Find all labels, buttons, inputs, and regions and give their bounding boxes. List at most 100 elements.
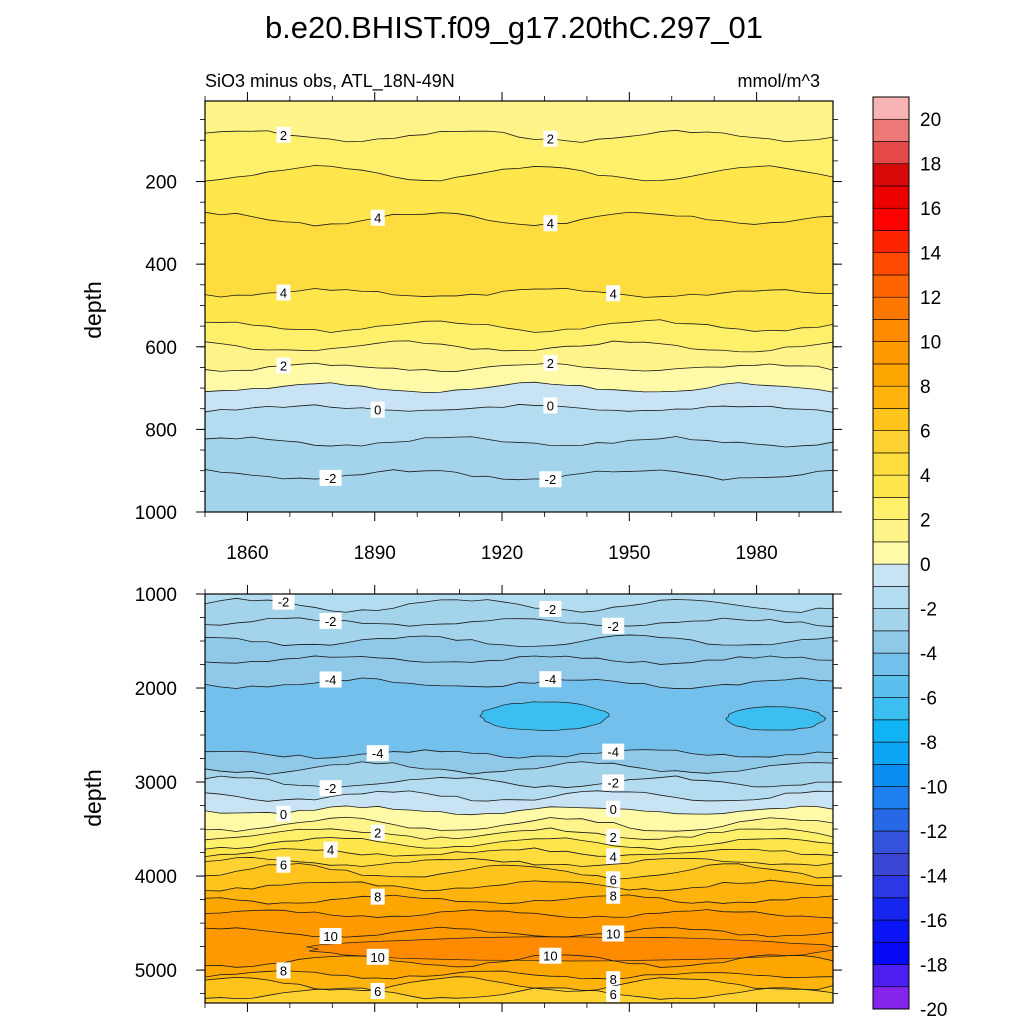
colorbar: 20181614121086420-2-4-6-8-10-12-14-16-18…	[872, 96, 948, 1021]
bottom-contour-line	[205, 617, 833, 627]
bottom-plot-frame	[204, 593, 834, 1004]
top-contour-line	[205, 129, 833, 143]
top-panel: depth 2 24 44 42 20 0-2 -220040060080010001860…	[80, 92, 842, 564]
bottom-contour-line	[205, 909, 833, 919]
top-band	[205, 436, 833, 481]
colorbar-swatch	[872, 296, 910, 320]
top-contour-label: 4	[547, 216, 554, 231]
colorbar-label: -4	[920, 644, 937, 665]
colorbar-swatch	[872, 697, 910, 721]
top-contour-label: 4	[280, 286, 287, 301]
bottom-contour-line	[205, 954, 833, 968]
bottom-contour-line	[205, 894, 833, 905]
colorbar-label: 2	[920, 511, 931, 532]
bottom-contour-label: 8	[610, 889, 617, 904]
bottom-closed-contour	[725, 706, 827, 731]
colorbar-label: 14	[920, 244, 942, 265]
colorbar-swatch	[872, 430, 910, 454]
bottom-contour-label: -2	[278, 595, 290, 610]
colorbar-swatch	[872, 941, 910, 965]
bottom-band	[205, 909, 833, 938]
colorbar-swatch	[872, 830, 910, 854]
bottom-y-tick-label: 1000	[135, 585, 177, 606]
colorbar-swatch	[872, 919, 910, 943]
bottom-contour-label: -4	[372, 746, 384, 761]
colorbar-swatch	[872, 675, 910, 698]
colorbar-swatch	[872, 897, 910, 921]
top-y-tick-label: 400	[145, 255, 177, 276]
colorbar-swatch	[872, 786, 910, 810]
top-y-axis-label: depth	[80, 281, 106, 339]
colorbar-label: 8	[920, 377, 931, 398]
top-contour-label: -2	[325, 471, 337, 486]
colorbar-swatch	[872, 986, 910, 1010]
colorbar-swatch	[872, 452, 910, 476]
colorbar-swatch	[872, 586, 910, 609]
bottom-y-axis-label: depth	[80, 769, 106, 827]
top-contour-line	[205, 287, 833, 298]
colorbar-swatch	[872, 497, 910, 520]
x-tick-label: 1860	[226, 543, 268, 564]
bottom-contour-label: 2	[610, 830, 617, 845]
top-band	[205, 288, 833, 333]
colorbar-label: 0	[920, 555, 931, 576]
colorbar-swatch	[872, 141, 910, 165]
top-contour-label: 2	[547, 132, 554, 147]
top-plot-frame	[204, 100, 834, 513]
top-contour-label: 4	[610, 286, 617, 301]
colorbar-swatch	[872, 519, 910, 543]
top-contour-line	[205, 436, 833, 448]
top-contour-line	[205, 469, 833, 481]
bottom-contour-label: 8	[280, 963, 287, 978]
bottom-band	[205, 617, 833, 647]
bottom-contour-label: 10	[323, 929, 337, 944]
top-contour-line	[205, 340, 833, 353]
colorbar-swatch	[872, 363, 910, 387]
top-contour-label: 0	[374, 403, 381, 418]
top-contour-label: -2	[545, 472, 557, 487]
colorbar-label: -2	[920, 600, 937, 621]
colorbar-swatch	[872, 964, 910, 988]
bottom-contour-label: -2	[545, 602, 557, 617]
bottom-contour-line	[205, 857, 833, 867]
top-contour-line	[205, 404, 833, 413]
figure-title: b.e20.BHIST.f09_g17.20thC.297_01	[265, 10, 763, 45]
colorbar-label: -18	[920, 956, 947, 977]
colorbar-swatch	[872, 630, 910, 654]
bottom-closed-contour	[479, 701, 610, 731]
bottom-y-tick-label: 2000	[135, 679, 177, 700]
subtitle-right: mmol/m^3	[738, 71, 820, 91]
bottom-contour-label: 8	[374, 890, 381, 905]
bottom-contour-line	[205, 987, 833, 1000]
bottom-contour-line	[205, 847, 833, 858]
top-contour-label: 2	[280, 359, 287, 374]
colorbar-swatch	[872, 274, 910, 298]
bottom-contour-line	[205, 761, 833, 775]
colorbar-label: -16	[920, 911, 947, 932]
bottom-contour-line	[205, 634, 833, 647]
colorbar-label: -10	[920, 778, 947, 799]
colorbar-swatch	[872, 230, 910, 254]
colorbar-label: 12	[920, 288, 941, 309]
bottom-contour-line	[205, 926, 833, 938]
top-contour-line	[205, 211, 833, 227]
colorbar-swatch	[872, 474, 910, 498]
bottom-contour-line	[205, 677, 833, 689]
bottom-y-tick-label: 5000	[135, 961, 177, 982]
colorbar-swatch	[872, 764, 910, 787]
top-y-tick-label: 800	[145, 420, 177, 441]
bottom-contour-line	[205, 827, 833, 841]
colorbar-swatch	[872, 96, 910, 120]
colorbar-swatch	[872, 319, 910, 342]
bottom-contour-line	[205, 597, 833, 613]
bottom-contour-line	[205, 816, 833, 832]
colorbar-label: 10	[920, 333, 941, 354]
bottom-contour-label: -2	[607, 775, 619, 790]
x-tick-label: 1980	[735, 543, 777, 564]
colorbar-label: 6	[920, 422, 931, 443]
colorbar-label: -8	[920, 733, 937, 754]
colorbar-swatch	[872, 652, 910, 676]
bottom-contour-line	[205, 775, 833, 789]
